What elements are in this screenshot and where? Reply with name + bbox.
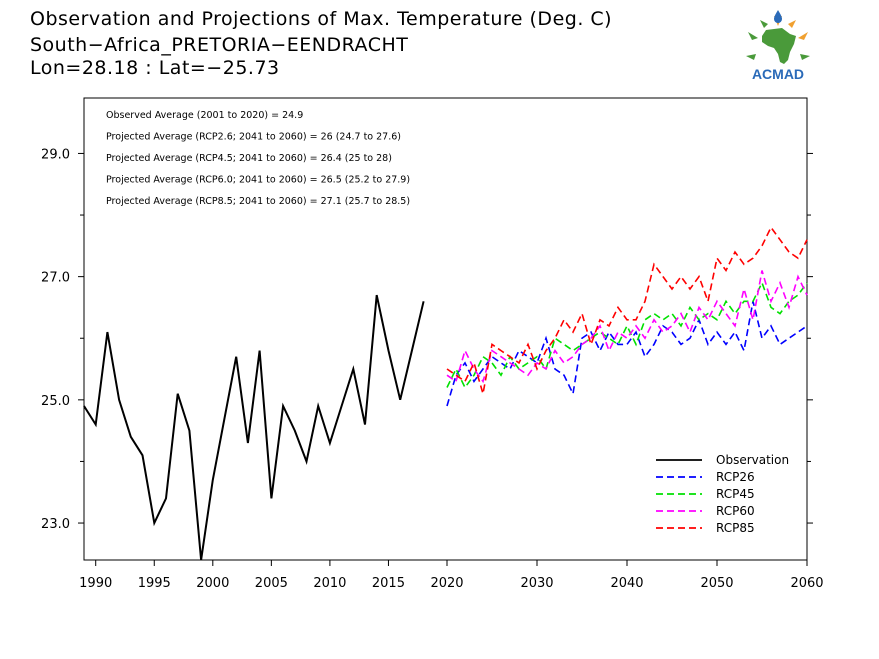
x-tick-label-2040: 2040	[610, 576, 643, 591]
x-tick-label-2010: 2010	[313, 576, 346, 591]
annotation-1: Projected Average (RCP2.6; 2041 to 2060)…	[106, 132, 401, 143]
chart-title: Observation and Projections of Max. Temp…	[30, 8, 613, 30]
plot-frame	[83, 97, 808, 561]
legend-label-rcp45: RCP45	[716, 487, 755, 501]
x-tick-label-1990: 1990	[79, 576, 112, 591]
series-line-rcp45	[446, 280, 808, 390]
annotation-2: Projected Average (RCP4.5; 2041 to 2060)…	[106, 153, 392, 164]
y-tick-label-1: 25.0	[41, 394, 70, 409]
coordinates: Lon=28.18 : Lat=−25.73	[30, 57, 280, 79]
x-tick-label-2050: 2050	[700, 576, 733, 591]
x-tick-label-2000: 2000	[196, 576, 229, 591]
legend-label-rcp60: RCP60	[716, 504, 755, 518]
annotation-3: Projected Average (RCP6.0; 2041 to 2060)…	[106, 175, 410, 186]
series-line-rcp85	[446, 225, 808, 394]
x-tick-label-2005: 2005	[255, 576, 288, 591]
annotation-4: Projected Average (RCP8.5; 2041 to 2060)…	[106, 196, 410, 207]
x-tick-label-1995: 1995	[138, 576, 171, 591]
station-name: South−Africa_PRETORIA−EENDRACHT	[30, 34, 409, 56]
x-tick-label-2060: 2060	[790, 576, 823, 591]
y-tick-label-3: 29.0	[41, 147, 70, 162]
legend-label-rcp85: RCP85	[716, 521, 755, 535]
logo-text: ACMAD	[752, 66, 804, 82]
water-drop-icon	[774, 10, 782, 23]
x-tick-label-2015: 2015	[372, 576, 405, 591]
annotation-0: Observed Average (2001 to 2020) = 24.9	[106, 110, 303, 121]
africa-shape	[762, 28, 796, 64]
series-line-rcp26	[446, 301, 808, 407]
series-line-observation	[83, 294, 425, 561]
legend-label-rcp26: RCP26	[716, 470, 755, 484]
series-line-rcp60	[446, 270, 808, 384]
y-tick-label-0: 23.0	[41, 517, 70, 532]
africa-map-logo: ACMAD	[746, 10, 810, 82]
x-tick-label-2020: 2020	[430, 576, 463, 591]
legend-label-observation: Observation	[716, 453, 789, 467]
y-tick-label-2: 27.0	[41, 271, 70, 286]
x-tick-label-2030: 2030	[520, 576, 553, 591]
